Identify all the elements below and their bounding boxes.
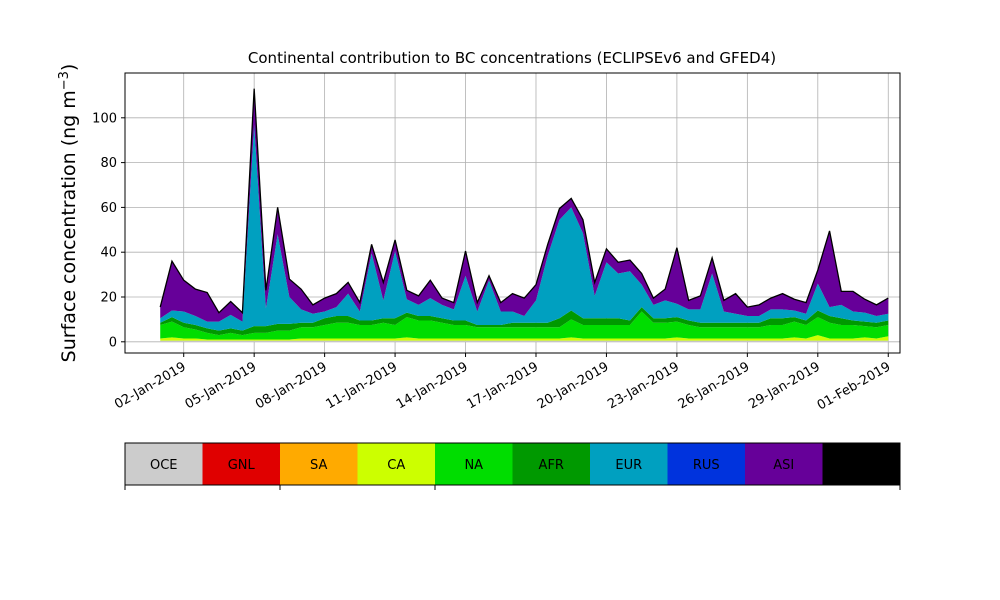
legend-label: RUS <box>693 458 720 473</box>
y-tick-label: 20 <box>100 291 117 306</box>
legend-item-sa: SA <box>280 443 358 485</box>
legend-label: OCE <box>150 458 178 473</box>
legend-label: EUR <box>615 458 642 473</box>
legend-swatch <box>280 443 358 485</box>
x-tick-label: 14-Jan-2019 <box>394 359 471 412</box>
legend-swatch <box>202 443 280 485</box>
legend-item-ca: CA <box>357 443 435 485</box>
area-afr <box>160 307 889 336</box>
legend-item-eur: EUR <box>590 443 668 485</box>
legend-item-rus: RUS <box>667 443 745 485</box>
stacked-areas <box>160 88 889 342</box>
y-tick-label: 80 <box>100 156 117 171</box>
x-tick-label: 23-Jan-2019 <box>605 359 682 412</box>
legend-swatch <box>435 443 513 485</box>
legend-label: NA <box>464 458 483 473</box>
legend-label: AFR <box>539 458 564 473</box>
x-axis: 02-Jan-201905-Jan-201908-Jan-201911-Jan-… <box>112 353 893 413</box>
legend: OCE GNL SA CA NA AFR EUR RUS ASI AUS <box>124 442 901 490</box>
x-tick-label: 20-Jan-2019 <box>535 359 612 412</box>
y-axis-label: Surface concentration (ng m−3) <box>57 64 80 363</box>
y-axis: 0 20 40 60 80 100 <box>92 111 125 350</box>
legend-swatch <box>822 443 900 485</box>
legend-swatch <box>357 443 435 485</box>
legend-item-asi: ASI <box>745 443 823 485</box>
legend-swatch <box>667 443 745 485</box>
y-tick-label: 40 <box>100 246 117 261</box>
x-tick-label: 05-Jan-2019 <box>183 359 260 412</box>
legend-item-gnl: GNL <box>202 443 280 485</box>
legend-item-oce: OCE <box>125 443 203 485</box>
legend-swatch <box>125 443 203 485</box>
x-tick-label: 01-Feb-2019 <box>815 359 894 413</box>
legend-label: AUS <box>848 458 875 473</box>
legend-label: ASI <box>773 458 794 473</box>
legend-label: CA <box>387 458 405 473</box>
legend-label: GNL <box>228 458 256 473</box>
x-tick-label: 26-Jan-2019 <box>676 359 753 412</box>
chart-title: Continental contribution to BC concentra… <box>248 49 776 67</box>
legend-swatch <box>745 443 823 485</box>
x-tick-label: 29-Jan-2019 <box>746 359 823 412</box>
legend-swatch <box>512 443 590 485</box>
y-tick-label: 100 <box>92 111 117 126</box>
legend-label: SA <box>310 458 327 473</box>
x-tick-label: 11-Jan-2019 <box>323 359 400 412</box>
x-tick-label: 17-Jan-2019 <box>464 359 541 412</box>
area-oce <box>160 340 889 342</box>
area-eur <box>160 124 889 331</box>
legend-item-aus: AUS <box>822 443 900 485</box>
legend-swatch <box>590 443 668 485</box>
area-ca <box>160 335 889 341</box>
total-line <box>159 88 889 315</box>
area-na <box>160 311 889 340</box>
y-tick-label: 60 <box>100 201 117 216</box>
legend-item-na: NA <box>435 443 513 485</box>
x-tick-label: 02-Jan-2019 <box>112 359 189 412</box>
x-tick-label: 08-Jan-2019 <box>253 359 330 412</box>
legend-item-afr: AFR <box>512 443 590 485</box>
plot-frame <box>124 72 901 354</box>
y-tick-label: 0 <box>109 335 117 350</box>
legend-frame <box>124 442 901 486</box>
